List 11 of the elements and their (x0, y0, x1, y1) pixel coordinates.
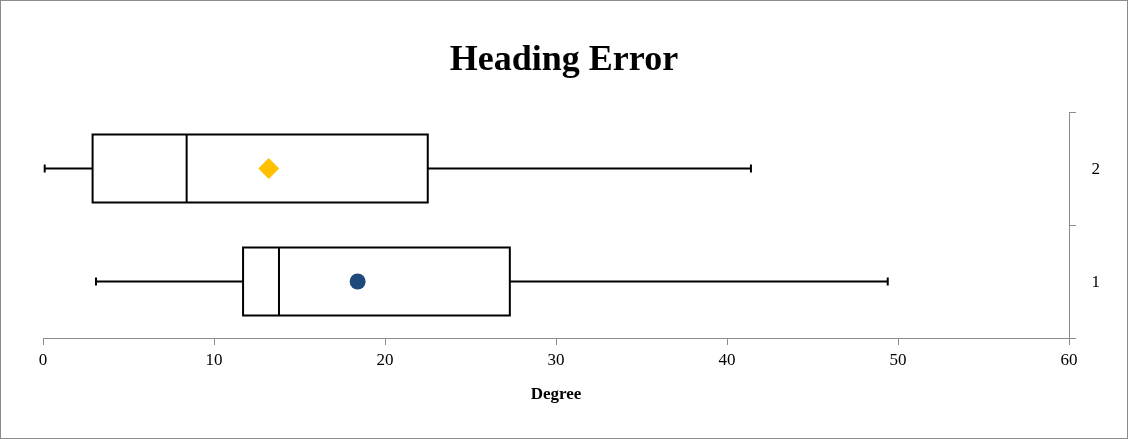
x-tick-label: 0 (38, 350, 48, 370)
chart-title: Heading Error (449, 38, 679, 79)
y-tick-label: 2 (1091, 159, 1100, 179)
y-tick-label: 1 (1091, 272, 1100, 292)
x-tick-label: 20 (376, 350, 394, 370)
x-tick-label: 50 (889, 350, 907, 370)
x-tick-label: 40 (718, 350, 736, 370)
x-tick-label: 60 (1060, 350, 1078, 370)
x-axis-title: Degree (530, 383, 582, 403)
x-tick-label: 30 (547, 350, 565, 370)
x-tick-label: 10 (205, 350, 223, 370)
